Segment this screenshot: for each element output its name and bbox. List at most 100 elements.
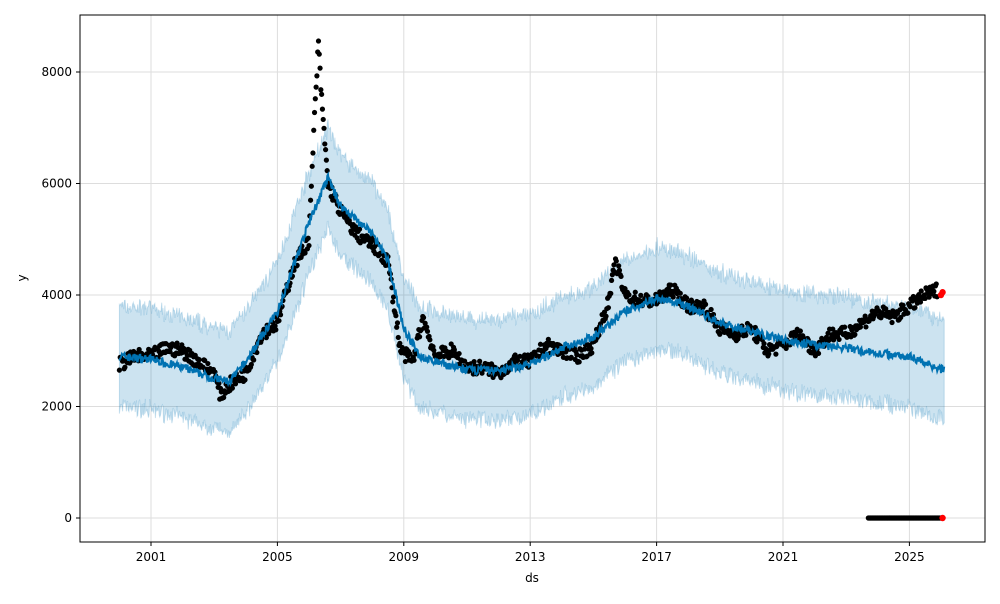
observed-point (311, 127, 317, 133)
observed-point (815, 350, 822, 357)
observed-point (766, 351, 772, 357)
observed-point (912, 305, 918, 311)
observed-point (717, 331, 723, 337)
observed-point (313, 84, 319, 90)
observed-point (308, 183, 314, 189)
observed-point (305, 235, 311, 241)
observed-point (918, 288, 924, 294)
x-tick-label: 2021 (768, 550, 799, 564)
observed-point (317, 65, 323, 71)
observed-point (254, 349, 260, 356)
observed-point (462, 358, 468, 364)
observed-point (229, 385, 235, 391)
observed-point (390, 299, 396, 305)
observed-point (708, 306, 714, 313)
observed-point (878, 315, 884, 321)
observed-point (427, 337, 433, 343)
observed-point (582, 346, 588, 352)
observed-point (277, 312, 284, 318)
observed-point (272, 323, 278, 329)
observed-point (393, 313, 399, 319)
observed-point (315, 38, 322, 44)
plot-frame (79, 14, 986, 543)
observed-point (417, 334, 423, 340)
observed-point (314, 73, 320, 79)
observed-point (221, 394, 227, 401)
x-tick-label: 2025 (894, 550, 925, 564)
observed-point (797, 328, 803, 334)
y-tick-label: 4000 (41, 288, 72, 302)
observed-point (616, 263, 622, 269)
observed-point (370, 237, 376, 243)
observed-point (852, 331, 858, 338)
observed-point (889, 319, 895, 326)
observed-point (302, 250, 308, 256)
observed-point (907, 304, 913, 310)
observed-point (390, 294, 397, 300)
observed-point (424, 328, 431, 334)
forecast-line (118, 171, 946, 388)
observed-point (312, 96, 318, 102)
observed-point (322, 147, 329, 153)
observed-point (761, 341, 767, 347)
observed-point (710, 311, 717, 318)
observed-point (273, 327, 279, 333)
observed-point (736, 333, 742, 339)
observed-point (684, 295, 690, 301)
observed-point (618, 273, 624, 280)
observed-point (205, 360, 211, 367)
observed-point (319, 91, 325, 97)
observed-point (251, 357, 257, 363)
observed-point (862, 313, 868, 319)
observed-point (545, 336, 551, 342)
observed-point (836, 336, 842, 343)
observed-point (608, 277, 615, 284)
observed-point (431, 347, 437, 353)
observed-point (825, 330, 831, 336)
y-tick-label: 0 (64, 511, 72, 525)
observed-point (830, 326, 836, 332)
observed-point (321, 125, 327, 131)
observed-point (285, 287, 292, 293)
x-tick-label: 2013 (515, 550, 546, 564)
observed-point (568, 354, 574, 360)
observed-point (857, 324, 864, 330)
observed-point (668, 282, 674, 288)
x-tick-label: 2005 (262, 550, 293, 564)
observed-point (905, 310, 911, 316)
observed-point (632, 289, 638, 295)
observed-point (477, 358, 483, 364)
observed-point (307, 197, 314, 203)
observed-point (319, 106, 326, 112)
observed-point (310, 150, 316, 156)
observed-point (670, 294, 676, 300)
observed-point (424, 324, 430, 330)
observed-point (196, 357, 202, 363)
observed-point (174, 340, 180, 346)
observed-point (356, 226, 363, 232)
observed-point (394, 320, 401, 326)
x-tick-label: 2017 (641, 550, 672, 564)
observed-point (537, 341, 544, 347)
observed-point (898, 314, 904, 321)
observed-point (167, 349, 173, 355)
observed-point (248, 361, 254, 368)
observed-point (819, 335, 825, 342)
observed-point (471, 358, 477, 365)
observed-point (451, 347, 457, 353)
observed-point (616, 267, 623, 273)
observed-point (232, 381, 239, 387)
observed-point (883, 306, 889, 312)
observed-point (514, 357, 521, 363)
observed-point (316, 51, 322, 57)
observed-point (574, 352, 580, 358)
observed-point (324, 168, 330, 174)
holdout-point (939, 514, 946, 522)
y-axis-label: y (15, 274, 29, 281)
y-tick-label: 6000 (41, 177, 72, 191)
observed-point (638, 292, 644, 298)
x-axis-label: ds (525, 571, 539, 585)
observed-point (588, 345, 594, 352)
observed-point (309, 163, 315, 169)
